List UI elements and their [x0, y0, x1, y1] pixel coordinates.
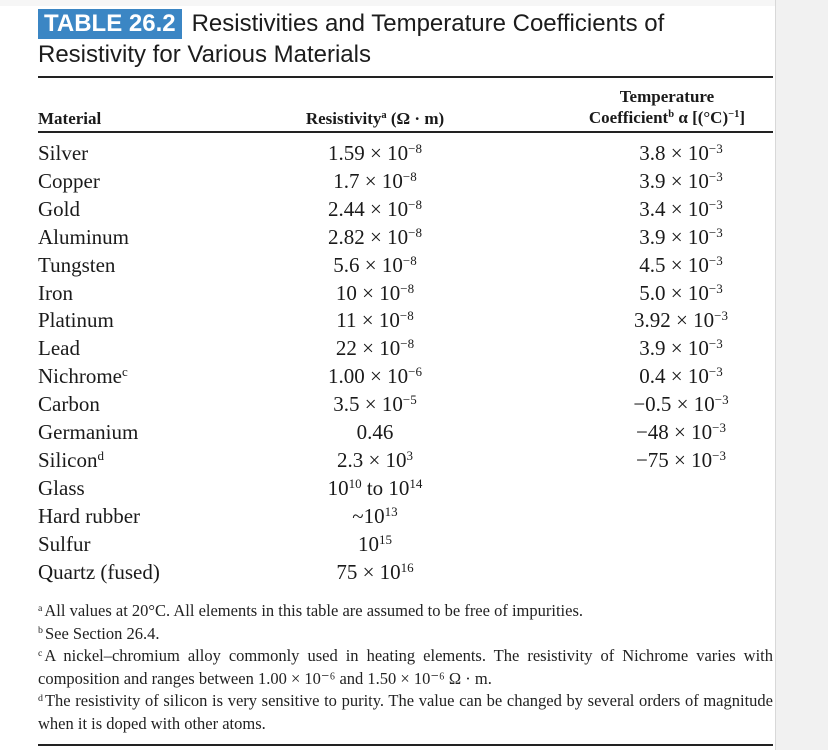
resistivity-cell: 22 × 10−8 — [335, 336, 415, 361]
table-row: Gold 2.44 × 10−8 3.4 × 10−3 — [38, 195, 773, 223]
header-rule — [38, 131, 773, 133]
material-cell: Quartz (fused) — [38, 559, 160, 584]
table-row: Copper 1.7 × 10−8 3.9 × 10−3 — [38, 167, 773, 195]
material-cell: Glass — [38, 475, 85, 500]
material-cell: Germanium — [38, 420, 139, 444]
top-band — [0, 0, 776, 6]
table-row: Hard rubber ~1013 — [38, 502, 773, 530]
resistivity-cell: 5.6 × 10−8 — [333, 252, 417, 277]
resistivity-cell: 11 × 10−8 — [336, 308, 414, 333]
table-row: Nichromec 1.00 × 10−6 0.4 × 10−3 — [38, 362, 773, 390]
coefficient-cell: −48 × 10−3 — [635, 419, 727, 444]
col-header-coefficient: Temperature Coefficientb α [(°C)−1] — [588, 87, 746, 127]
material-cell: Copper — [38, 168, 100, 193]
table-row: Silicond 2.3 × 103 −75 × 10−3 — [38, 446, 773, 474]
table-row: Tungsten 5.6 × 10−8 4.5 × 10−3 — [38, 251, 773, 279]
material-cell: Silicond — [38, 447, 105, 472]
resistivity-cell: 2.82 × 10−8 — [328, 224, 422, 249]
coefficient-cell: 3.9 × 10−3 — [639, 336, 723, 361]
coefficient-cell: 3.8 × 10−3 — [639, 140, 723, 165]
bottom-rule — [38, 744, 773, 746]
table-row: Aluminum 2.82 × 10−8 3.9 × 10−3 — [38, 223, 773, 251]
table-title: Resistivities and Temperature Coefficien… — [38, 10, 665, 68]
material-cell: Aluminum — [38, 224, 130, 249]
table-row: Glass 1010 to 1014 — [38, 474, 773, 502]
coefficient-cell: 5.0 × 10−3 — [639, 280, 723, 305]
resistivity-cell: 2.3 × 103 — [336, 447, 414, 472]
resistivity-cell: ~1013 — [352, 503, 398, 528]
table-row: Lead 22 × 10−8 3.9 × 10−3 — [38, 334, 773, 362]
col-header-material: Material — [38, 109, 102, 128]
resistivity-cell: 3.5 × 10−5 — [333, 391, 417, 417]
resistivity-cell: 1.59 × 10−8 — [328, 140, 422, 165]
table-row: Carbon 3.5 × 10−5 −0.5 × 10−3 — [38, 390, 773, 418]
coefficient-cell: 3.92 × 10−3 — [634, 308, 728, 333]
coefficient-cell: 3.9 × 10−3 — [639, 224, 723, 249]
page-edge — [775, 0, 828, 750]
material-cell: Nichromec — [38, 364, 128, 389]
resistivity-cell: 2.44 × 10−8 — [328, 196, 422, 221]
resistivity-cell: 1015 — [357, 531, 392, 556]
coefficient-cell: 3.9 × 10−3 — [639, 168, 723, 193]
table-row: Sulfur 1015 — [38, 530, 773, 558]
resistivity-cell: 10 × 10−8 — [335, 280, 415, 305]
material-cell: Hard rubber — [38, 503, 141, 528]
material-cell: Gold — [38, 196, 80, 221]
coefficient-cell: 4.5 × 10−3 — [639, 252, 723, 277]
material-cell: Platinum — [38, 308, 114, 333]
top-rule — [38, 76, 773, 78]
resistivity-cell: 0.46 — [356, 420, 394, 444]
resistivity-cell: 75 × 1016 — [336, 559, 414, 584]
material-cell: Carbon — [38, 392, 100, 417]
resistivity-cell: 1010 to 1014 — [327, 475, 423, 500]
footnotes: a All values at 20°C. All elements in thi… — [38, 600, 773, 735]
table-header: TABLE 26.2 Resistivities and Temperature … — [38, 8, 778, 70]
table-row: Platinum 11 × 10−8 3.92 × 10−3 — [38, 306, 773, 334]
material-cell: Silver — [38, 141, 89, 165]
footnote-b: b See Section 26.4. — [38, 623, 160, 643]
coefficient-cell: 0.4 × 10−3 — [639, 364, 723, 389]
coefficient-cell: −0.5 × 10−3 — [633, 391, 729, 417]
table-row: Iron 10 × 10−8 5.0 × 10−3 — [38, 279, 773, 307]
resistivity-cell: 1.00 × 10−6 — [328, 364, 422, 389]
footnote-d: d The resistivity of silicon is very sens… — [38, 691, 773, 733]
coefficient-cell: 3.4 × 10−3 — [639, 196, 723, 221]
material-cell: Tungsten — [38, 252, 116, 277]
coefficient-cell: −75 × 10−3 — [635, 447, 727, 472]
table-row: Germanium 0.46 −48 × 10−3 — [38, 418, 773, 446]
resistivity-cell: 1.7 × 10−8 — [333, 168, 417, 193]
footnote-a: a All values at 20°C. All elements in thi… — [38, 601, 583, 620]
col-header-resistivity: Resistivitya (Ω · m) — [305, 109, 445, 128]
table-row: Quartz (fused) 75 × 1016 — [38, 558, 773, 586]
material-cell: Sulfur — [38, 531, 91, 556]
material-cell: Iron — [38, 280, 73, 305]
material-cell: Lead — [38, 336, 80, 361]
table-number-badge: TABLE 26.2 — [38, 9, 182, 39]
table-row: Silver 1.59 × 10−8 3.8 × 10−3 — [38, 139, 773, 167]
